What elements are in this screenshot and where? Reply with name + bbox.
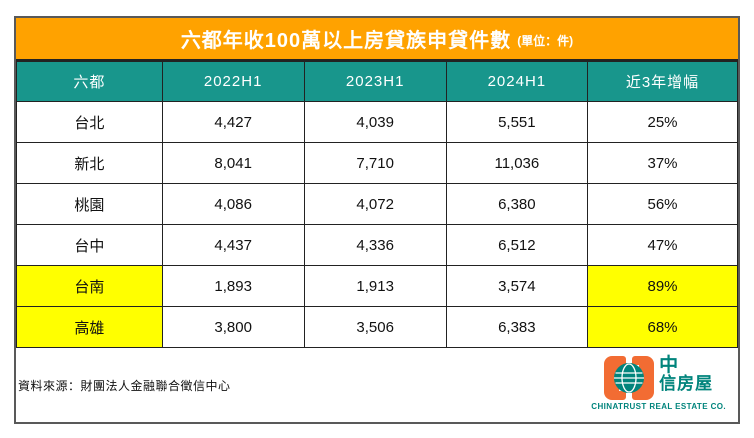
value-cell: 5,551	[445, 101, 589, 143]
logo-english-name: CHINATRUST REAL ESTATE CO.	[591, 401, 726, 411]
value-cell: 8,041	[161, 142, 305, 184]
value-cell: 6,380	[445, 183, 589, 225]
table-row-taipei: 台北 4,427 4,039 5,551 25%	[16, 101, 738, 143]
col-header-2022h1: 2022H1	[161, 61, 305, 102]
table-frame: 六都年收100萬以上房貸族申貸件數 (單位：件) 六都 2022H1 2023H…	[14, 16, 740, 424]
globe-icon	[614, 362, 645, 393]
value-cell: 4,086	[161, 183, 305, 225]
growth-cell: 37%	[587, 142, 738, 184]
value-cell: 4,427	[161, 101, 305, 143]
city-cell-highlighted: 台南	[16, 265, 163, 307]
logo-chinese-name: 中 信房屋	[659, 354, 714, 394]
value-cell: 6,383	[445, 306, 589, 348]
chinatrust-logo-mark	[604, 355, 655, 400]
title-unit-label: (單位：件)	[517, 34, 574, 48]
city-cell: 桃園	[16, 183, 163, 225]
col-header-2023h1: 2023H1	[303, 61, 447, 102]
growth-cell: 56%	[587, 183, 738, 225]
title-bar: 六都年收100萬以上房貸族申貸件數 (單位：件)	[16, 18, 738, 61]
value-cell: 1,913	[303, 265, 447, 307]
value-cell: 4,039	[303, 101, 447, 143]
data-table: 六都 2022H1 2023H1 2024H1 近3年增幅 台北 4,427 4…	[16, 61, 738, 348]
table-row-newtaipei: 新北 8,041 7,710 11,036 37%	[16, 142, 738, 184]
chinatrust-logo: 中 信房屋 CHINATRUST REAL ESTATE CO.	[591, 354, 726, 415]
value-cell: 3,800	[161, 306, 305, 348]
growth-cell-highlighted: 68%	[587, 306, 738, 348]
page-title: 六都年收100萬以上房貸族申貸件數	[180, 30, 512, 52]
table-row-tainan: 台南 1,893 1,913 3,574 89%	[16, 265, 738, 307]
table-row-taichung: 台中 4,437 4,336 6,512 47%	[16, 224, 738, 266]
col-header-growth: 近3年增幅	[587, 61, 738, 102]
city-cell-highlighted: 高雄	[16, 306, 163, 348]
value-cell: 3,574	[445, 265, 589, 307]
value-cell: 7,710	[303, 142, 447, 184]
growth-cell: 25%	[587, 101, 738, 143]
value-cell: 4,437	[161, 224, 305, 266]
value-cell: 11,036	[445, 142, 589, 184]
growth-cell-highlighted: 89%	[587, 265, 738, 307]
city-cell: 台中	[16, 224, 163, 266]
header-row: 六都 2022H1 2023H1 2024H1 近3年增幅	[16, 61, 738, 102]
value-cell: 4,072	[303, 183, 447, 225]
col-header-city: 六都	[16, 61, 163, 102]
col-header-2024h1: 2024H1	[445, 61, 589, 102]
city-cell: 台北	[16, 101, 163, 143]
table-row-taoyuan: 桃園 4,086 4,072 6,380 56%	[16, 183, 738, 225]
growth-cell: 47%	[587, 224, 738, 266]
table-row-kaohsiung: 高雄 3,800 3,506 6,383 68%	[16, 306, 738, 348]
value-cell: 6,512	[445, 224, 589, 266]
value-cell: 4,336	[303, 224, 447, 266]
value-cell: 3,506	[303, 306, 447, 348]
value-cell: 1,893	[161, 265, 305, 307]
city-cell: 新北	[16, 142, 163, 184]
chinatrust-logo-top: 中 信房屋	[604, 354, 714, 400]
data-source-note: 資料來源：財團法人金融聯合徵信中心	[18, 378, 231, 393]
footer-row: 資料來源：財團法人金融聯合徵信中心	[16, 348, 738, 422]
